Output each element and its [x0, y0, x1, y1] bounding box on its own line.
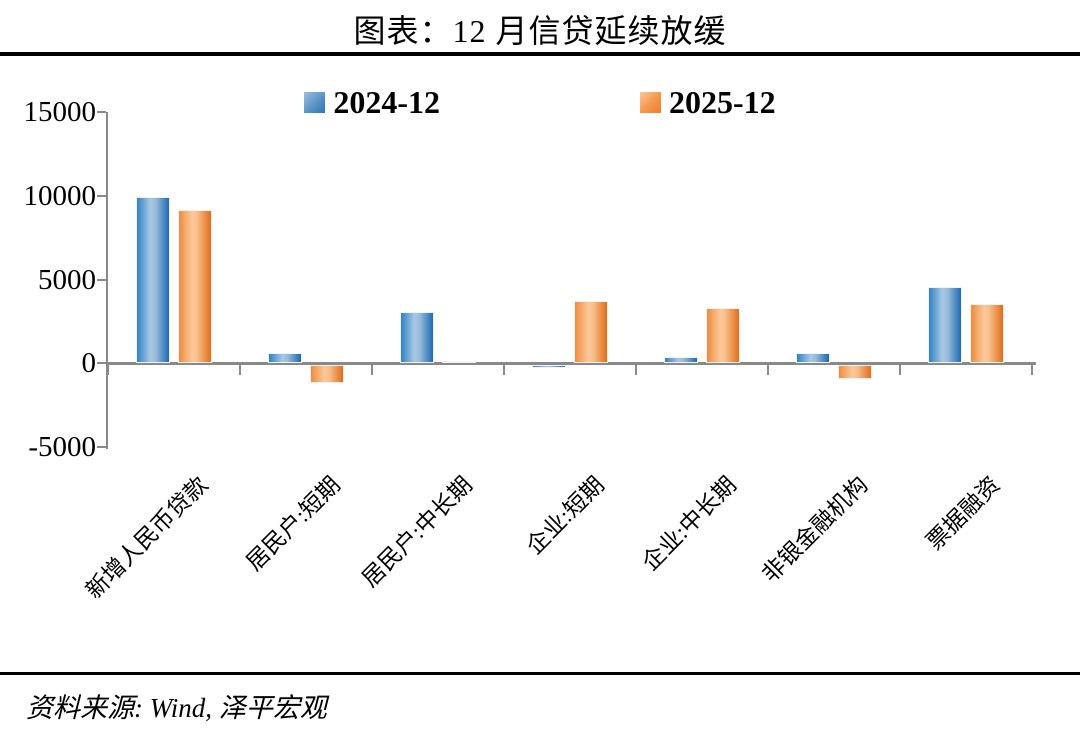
x-axis-tick [371, 365, 373, 376]
bottom-divider-line [0, 672, 1080, 675]
y-axis-tick-label: 0 [81, 347, 97, 380]
plot-area: 15000 10000 5000 0 -5000 新增人民币贷款 居民户:短期 居民户:中长期… [24, 98, 1036, 603]
x-axis-tick [239, 365, 241, 376]
top-divider-line [0, 52, 1080, 56]
y-axis-tick [97, 111, 106, 113]
bar-2025-12-3 [442, 361, 476, 364]
bar-2024-12-3 [400, 312, 434, 364]
category-label: 企业:中长期 [637, 471, 741, 576]
legend-swatch-orange-icon [640, 92, 661, 113]
y-axis-tick-label: -5000 [28, 431, 96, 463]
y-axis-tick-label: 15000 [23, 96, 97, 128]
bar-2024-12-1 [136, 197, 170, 364]
y-axis-tick [97, 362, 106, 365]
bar-2025-12-6 [838, 365, 872, 380]
legend-item-2025: 2025-12 [640, 84, 776, 121]
category-label: 新增人民币贷款 [81, 471, 213, 604]
x-axis-tick [635, 365, 637, 376]
x-axis-tick [899, 365, 901, 376]
bar-2024-12-6 [796, 353, 830, 364]
x-axis-tick [503, 365, 505, 376]
y-axis-tick [97, 194, 106, 197]
source-note: 资料来源: Wind, 泽平宏观 [26, 693, 327, 723]
bar-2025-12-5 [706, 307, 740, 364]
bar-2024-12-2 [268, 353, 302, 364]
legend-item-2024: 2024-12 [304, 84, 440, 121]
y-axis-tick-label: 5000 [38, 263, 96, 296]
legend: 2024-12 2025-12 [0, 84, 1080, 121]
bar-2025-12-7 [970, 303, 1004, 364]
bar-2025-12-4 [574, 301, 608, 364]
x-axis-tick [107, 365, 109, 376]
y-axis-line [106, 112, 108, 449]
category-label: 居民户:中长期 [356, 471, 477, 592]
y-axis-tick-label: 10000 [23, 179, 97, 212]
category-label: 居民户:短期 [241, 471, 345, 576]
bar-2025-12-1 [178, 209, 212, 364]
x-axis-tick [767, 365, 769, 376]
bar-2024-12-5 [664, 356, 698, 364]
x-axis-tick [1031, 365, 1033, 376]
bar-2024-12-7 [928, 287, 962, 364]
x-axis-line [106, 362, 1036, 366]
y-axis-tick [97, 278, 106, 281]
y-axis-tick [97, 446, 106, 448]
legend-label: 2024-12 [333, 84, 440, 120]
legend-label: 2025-12 [669, 84, 776, 120]
category-label: 非银金融机构 [757, 471, 873, 588]
category-label: 票据融资 [921, 471, 1005, 555]
legend-swatch-blue-icon [304, 92, 326, 113]
chart-title: 图表：12 月信贷延续放缓 [353, 13, 727, 49]
bar-2024-12-4 [532, 365, 566, 368]
category-label: 企业:短期 [521, 471, 609, 560]
bar-2025-12-2 [310, 365, 344, 383]
